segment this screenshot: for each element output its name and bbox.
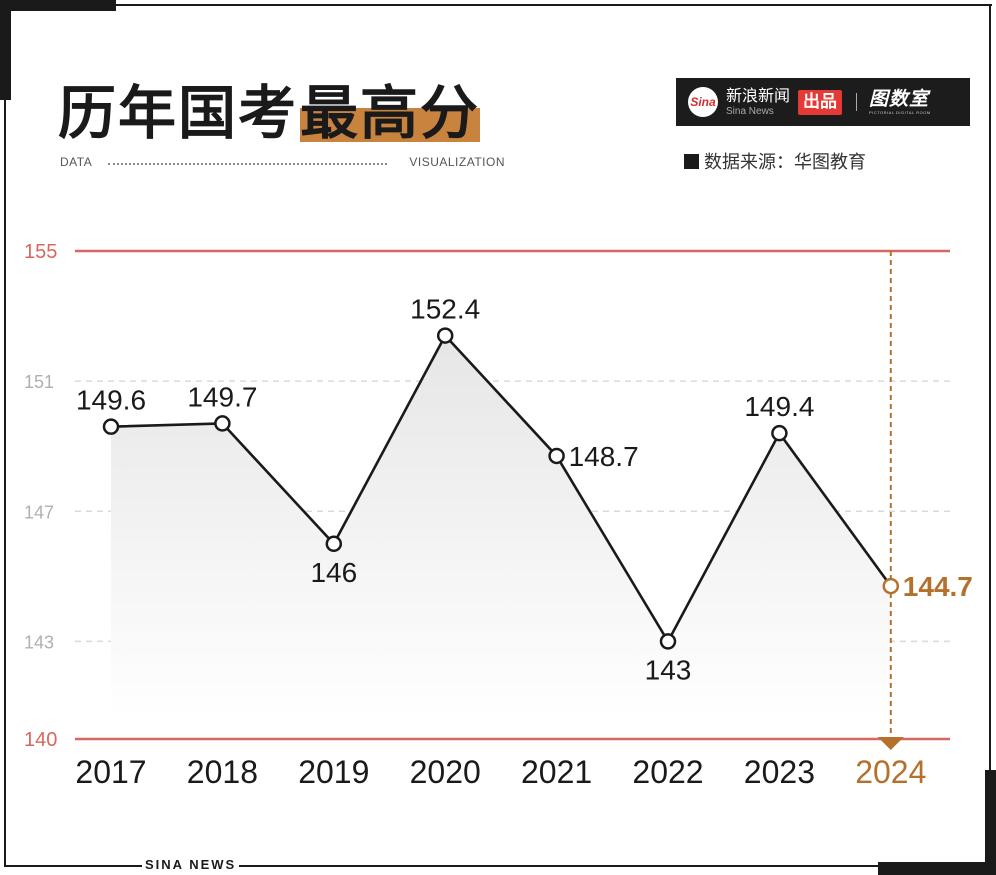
data-point xyxy=(102,418,120,435)
x-tick-label: 2020 xyxy=(410,754,481,790)
sub-brand-tagline: PICTORIAL DIGITAL ROOM xyxy=(869,109,931,115)
corner-left-bar xyxy=(0,0,11,100)
y-tick-label: 147 xyxy=(24,502,54,522)
series-line xyxy=(110,333,892,645)
data-label: 143 xyxy=(645,654,692,685)
x-tick-label: 2018 xyxy=(187,754,258,790)
corner-bottom-right xyxy=(878,862,996,875)
title-highlight-text: 最高分 xyxy=(300,79,481,147)
x-tick-label: 2024 xyxy=(855,754,926,790)
page-title: 历年国考 最高分 xyxy=(58,62,481,147)
x-tick-label: 2021 xyxy=(521,754,592,790)
data-source: 数据来源：华图教育 xyxy=(684,148,866,174)
produce-badge: 出品 xyxy=(798,89,843,115)
sina-name-en: Sina News xyxy=(726,105,774,117)
data-point xyxy=(882,577,900,595)
corner-top-left xyxy=(0,0,116,11)
data-point xyxy=(325,535,343,553)
data-label: 149.7 xyxy=(187,381,257,412)
corner-right-bar xyxy=(985,770,996,875)
tag-data: DATA xyxy=(60,155,93,169)
sina-logo-icon: Sina xyxy=(688,87,718,117)
source-square-icon xyxy=(684,153,699,169)
x-tick-label: 2023 xyxy=(744,754,815,790)
data-point xyxy=(436,327,454,344)
frame-left xyxy=(4,4,6,867)
x-tick-label: 2019 xyxy=(298,754,369,790)
y-tick-label: 143 xyxy=(24,632,54,652)
x-tick-label: 2017 xyxy=(75,754,146,790)
data-label: 146 xyxy=(310,557,357,588)
tag-visualization: VISUALIZATION xyxy=(409,155,505,169)
sub-brand-name: 图数室 xyxy=(869,87,930,110)
data-point xyxy=(659,633,677,650)
brand-badge: Sina 新浪新闻 Sina News 出品 图数室 PICTORIAL DIG… xyxy=(676,78,970,126)
area-fill xyxy=(111,335,891,720)
data-visualization-tag: DATA VISUALIZATION xyxy=(60,155,505,171)
data-label: 152.4 xyxy=(410,294,480,325)
y-tick-label: 155 xyxy=(24,241,57,263)
y-tick-label: 140 xyxy=(24,729,57,751)
sub-brand: 图数室 PICTORIAL DIGITAL ROOM xyxy=(869,87,931,115)
source-text: 数据来源：华图教育 xyxy=(704,152,866,173)
brand-divider xyxy=(856,93,858,111)
frame-top xyxy=(0,4,992,6)
data-label: 149.6 xyxy=(76,385,146,416)
sina-name: 新浪新闻 Sina News xyxy=(726,85,791,117)
highlight-arrow-icon xyxy=(877,737,904,750)
title-highlight: 最高分 xyxy=(300,84,481,142)
data-label: 148.7 xyxy=(569,441,639,472)
y-tick-label: 151 xyxy=(24,372,54,392)
data-point xyxy=(214,415,231,432)
data-point xyxy=(548,447,565,465)
data-label: 149.4 xyxy=(744,391,814,422)
footer-sina-news: SINA NEWS xyxy=(142,857,240,872)
x-tick-label: 2022 xyxy=(632,754,703,790)
data-point xyxy=(771,424,788,442)
title-highlight-bar xyxy=(300,108,481,142)
data-label: 144.7 xyxy=(903,571,973,602)
title-main-text: 历年国考 xyxy=(58,79,299,147)
tag-dotted-line xyxy=(108,163,387,165)
sina-name-cn: 新浪新闻 xyxy=(726,85,791,105)
frame-bottom xyxy=(4,865,991,867)
frame-right xyxy=(989,4,991,870)
